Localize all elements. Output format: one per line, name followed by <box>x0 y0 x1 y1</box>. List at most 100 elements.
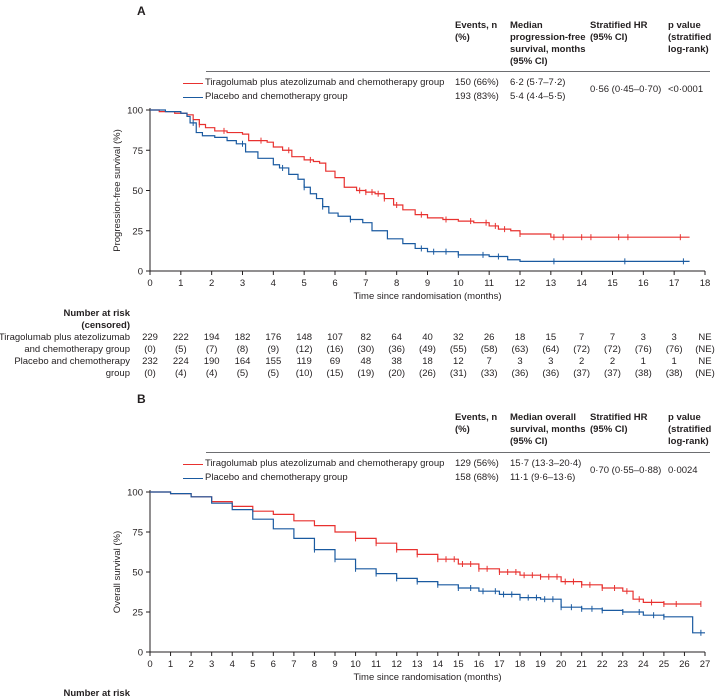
legend-tira-label-b: Tiragolumab plus atezolizumab and chemot… <box>205 458 445 469</box>
risk-placebo-censored: (10) <box>295 368 313 379</box>
hr-header-b: Stratified HR (95% CI) <box>590 412 648 435</box>
p-value-b: 0·0024 <box>668 465 698 476</box>
panel-a-label: A <box>137 4 146 18</box>
risk-placebo-n: 1 <box>640 356 646 367</box>
risk-tira-n: 26 <box>483 332 495 343</box>
risk-placebo-n: 38 <box>391 356 402 367</box>
x-tick-label: 2 <box>188 659 193 670</box>
risk-tira-censored: (72) <box>573 344 591 355</box>
legend-placebo-label: Placebo and chemotherapy group <box>205 91 348 102</box>
header-rule-b <box>206 452 710 453</box>
risk-placebo-censored: (NE) <box>695 368 715 379</box>
risk-placebo-censored: (20) <box>388 368 406 379</box>
events-header: Events, n (%) <box>455 20 498 43</box>
risk-placebo-n: 12 <box>453 356 464 367</box>
x-tick-label: 21 <box>576 659 587 670</box>
risk-tira-label-2: and chemotherapy group <box>24 344 130 355</box>
hr-value-b: 0·70 (0·55–0·88) <box>590 465 662 476</box>
risk-placebo-label-1: Placebo and chemotherapy <box>14 356 130 367</box>
risk-tira-censored: (30) <box>357 344 375 355</box>
x-tick-label: 6 <box>332 278 337 289</box>
x-tick-label: 22 <box>597 659 608 670</box>
y-tick-label: 25 <box>132 608 143 619</box>
placebo-curve <box>150 109 690 262</box>
risk-placebo-n: 2 <box>609 356 616 367</box>
tira-median-b: 15·7 (13·3–20·4) <box>510 458 582 469</box>
risk-title-b: Number at risk <box>63 688 130 699</box>
risk-tira-censored: (55) <box>449 344 467 355</box>
y-axis-title: Progression-free survival (%) <box>112 129 123 251</box>
tira-median: 6·2 (5·7–7·2) <box>510 77 566 88</box>
x-tick-label: 0 <box>147 278 152 289</box>
risk-tira-n: 107 <box>327 332 343 343</box>
x-tick-label: 17 <box>669 278 680 289</box>
risk-placebo-n: 2 <box>579 356 585 367</box>
risk-placebo-n: 155 <box>265 356 282 367</box>
y-tick-label: 100 <box>127 106 143 117</box>
x-tick-label: 20 <box>556 659 567 670</box>
x-tick-label: 11 <box>371 659 381 670</box>
placebo-events: 193 (83%) <box>455 91 499 102</box>
x-tick-label: 4 <box>230 659 235 670</box>
risk-tira-censored: (5) <box>175 344 187 355</box>
risk-placebo-censored: (36) <box>542 368 560 379</box>
risk-placebo-n: 1 <box>671 356 677 367</box>
risk-placebo-censored: (38) <box>634 368 652 379</box>
p-value-header: p value (stratified log-rank) <box>668 20 712 55</box>
risk-tira-censored: (16) <box>326 344 344 355</box>
risk-placebo-censored: (5) <box>267 368 280 379</box>
legend-placebo-line-b <box>183 478 203 479</box>
risk-tira-label-1: Tiragolumab plus atezolizumab <box>0 332 130 343</box>
y-tick-label: 75 <box>132 146 143 157</box>
p-value: <0·0001 <box>668 84 704 95</box>
legend-tira-label: Tiragolumab plus atezolizumab and chemot… <box>205 77 445 88</box>
median-os-header: Median overall survival, months (95% CI) <box>510 412 586 447</box>
x-tick-label: 15 <box>607 278 618 289</box>
risk-placebo-n: 18 <box>422 356 433 367</box>
p-value-header-b: p value (stratified log-rank) <box>668 412 712 447</box>
risk-placebo-n: 3 <box>517 356 523 367</box>
x-tick-label: 23 <box>617 659 628 670</box>
risk-tira-censored: (63) <box>511 344 529 355</box>
risk-tira-n: 222 <box>172 332 189 343</box>
risk-placebo-censored: (5) <box>236 368 249 379</box>
x-tick-label: 6 <box>271 659 276 670</box>
risk-placebo-censored: (33) <box>480 368 498 379</box>
legend-tira-line <box>183 83 203 84</box>
risk-title: Number at risk <box>63 308 130 319</box>
risk-placebo-n: 232 <box>142 356 158 367</box>
risk-tira-n: 15 <box>545 332 557 343</box>
x-tick-label: 26 <box>679 659 690 670</box>
risk-tira-n: 229 <box>142 332 158 343</box>
x-tick-label: 16 <box>474 659 485 670</box>
hr-header: Stratified HR (95% CI) <box>590 20 648 43</box>
x-tick-label: 3 <box>209 659 214 670</box>
risk-tira-censored: (8) <box>236 344 249 355</box>
risk-tira-n: 7 <box>609 332 616 343</box>
x-tick-label: 7 <box>291 659 296 670</box>
x-tick-label: 10 <box>453 278 464 289</box>
placebo-median-b: 11·1 (9·6–13·6) <box>510 472 576 483</box>
x-tick-label: 24 <box>638 659 649 670</box>
risk-tira-n: 3 <box>640 332 646 343</box>
y-tick-label: 50 <box>132 186 143 197</box>
panel-b-label: B <box>137 392 146 406</box>
y-tick-label: 25 <box>132 226 143 237</box>
x-tick-label: 8 <box>312 659 317 670</box>
legend-placebo-line <box>183 97 203 98</box>
risk-placebo-n: 224 <box>172 356 189 367</box>
risk-tira-censored: (49) <box>419 344 436 355</box>
risk-placebo-censored: (36) <box>511 368 529 379</box>
x-tick-label: 11 <box>484 278 494 289</box>
risk-placebo-n: 7 <box>486 356 492 367</box>
x-tick-label: 12 <box>515 278 526 289</box>
risk-placebo-censored: (26) <box>419 368 436 379</box>
tira-events-b: 129 (56%) <box>455 458 499 469</box>
legend-placebo-label-b: Placebo and chemotherapy group <box>205 472 348 483</box>
risk-tira-censored: (76) <box>634 344 652 355</box>
risk-tira-n: 3 <box>671 332 677 343</box>
risk-tira-censored: (72) <box>604 344 621 355</box>
risk-tira-n: 64 <box>391 332 402 343</box>
x-tick-label: 12 <box>391 659 402 670</box>
